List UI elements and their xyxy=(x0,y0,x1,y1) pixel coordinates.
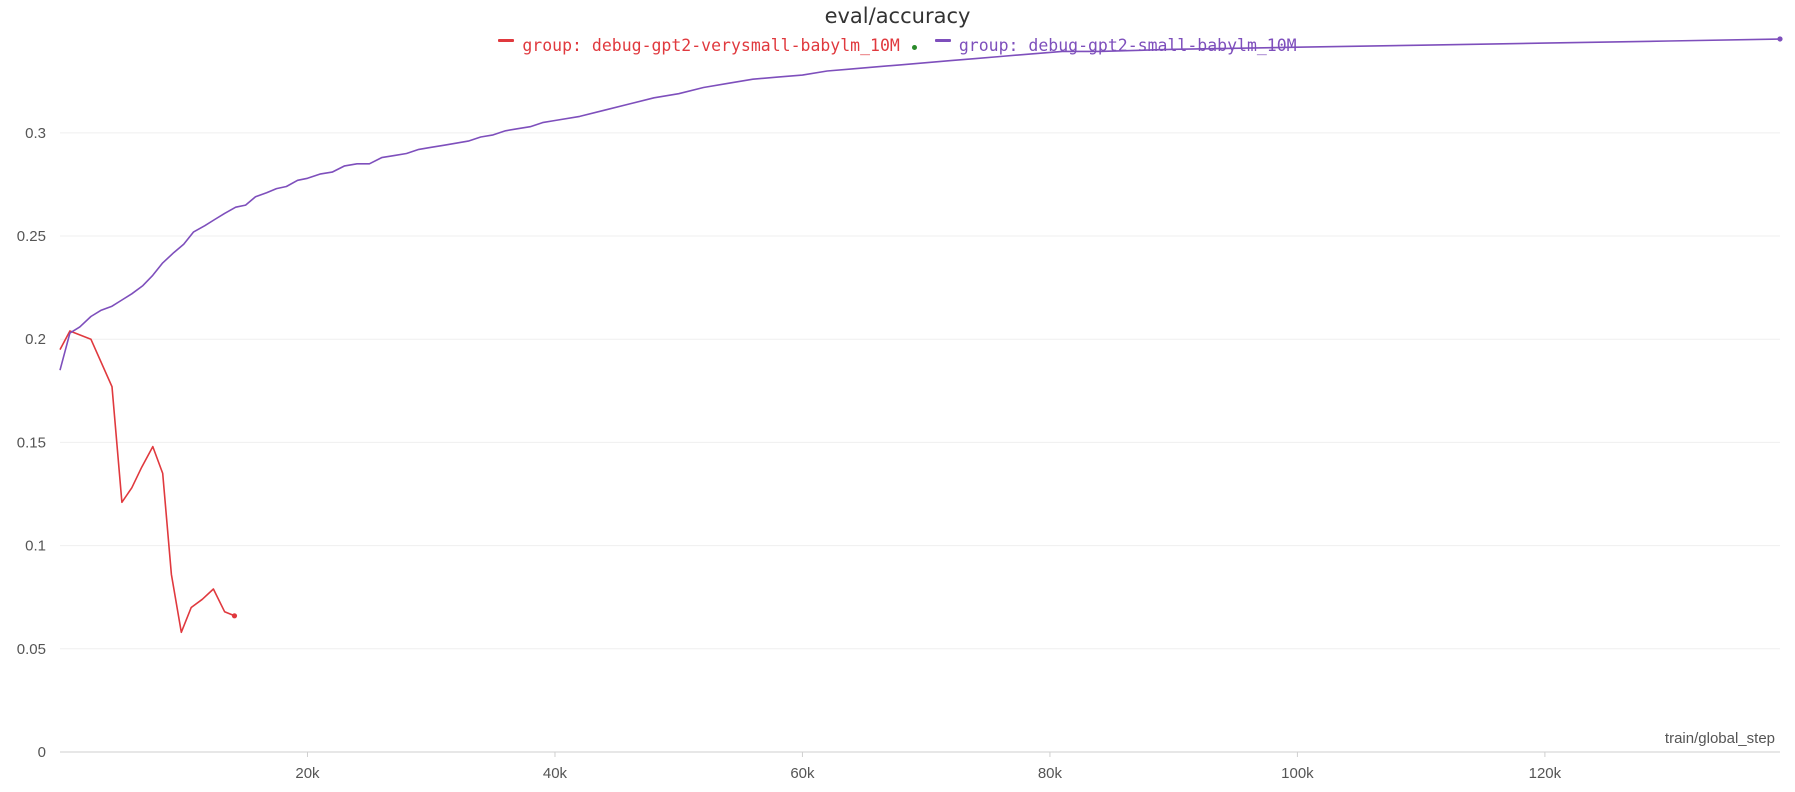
legend-swatch-verysmall xyxy=(498,39,515,42)
series-end-point-0 xyxy=(231,613,238,619)
x-tick-label: 60k xyxy=(790,765,815,782)
chart-title: eval/accuracy xyxy=(824,4,971,28)
series-layer xyxy=(59,36,1783,634)
legend-label-small: group: debug-gpt2-small-babylm_10M xyxy=(958,36,1297,55)
x-axis-ticks: 20k 40k 60k 80k 100k 120k xyxy=(295,752,1562,782)
x-tick-label: 40k xyxy=(543,765,568,782)
x-tick-label: 120k xyxy=(1529,765,1562,782)
x-tick-label: 20k xyxy=(295,765,320,782)
series-line-0[interactable] xyxy=(59,330,235,634)
legend-swatch-small xyxy=(934,39,951,42)
y-tick-label: 0.2 xyxy=(25,331,46,348)
x-axis-title: train/global_step xyxy=(1665,730,1775,747)
y-tick-label: 0.05 xyxy=(17,641,46,658)
y-axis-ticks: 0 0.05 0.1 0.15 0.2 0.25 0.3 xyxy=(17,125,46,761)
y-tick-label: 0.15 xyxy=(17,434,46,451)
legend-label-verysmall: group: debug-gpt2-verysmall-babylm_10M xyxy=(522,36,900,55)
grid-lines xyxy=(60,132,1780,650)
y-tick-label: 0.1 xyxy=(25,538,46,555)
series-line-1[interactable] xyxy=(59,38,1781,371)
y-tick-label: 0.25 xyxy=(17,228,46,245)
legend-item-small[interactable]: group: debug-gpt2-small-babylm_10M xyxy=(934,36,1297,55)
x-tick-label: 80k xyxy=(1038,765,1063,782)
y-tick-label: 0 xyxy=(38,744,46,761)
legend: group: debug-gpt2-verysmall-babylm_10M g… xyxy=(0,36,1795,55)
legend-status-dot xyxy=(911,45,917,50)
y-tick-label: 0.3 xyxy=(25,125,46,142)
x-tick-label: 100k xyxy=(1281,765,1314,782)
series-end-point-1 xyxy=(1777,36,1783,42)
legend-item-verysmall[interactable]: group: debug-gpt2-verysmall-babylm_10M xyxy=(498,36,917,55)
